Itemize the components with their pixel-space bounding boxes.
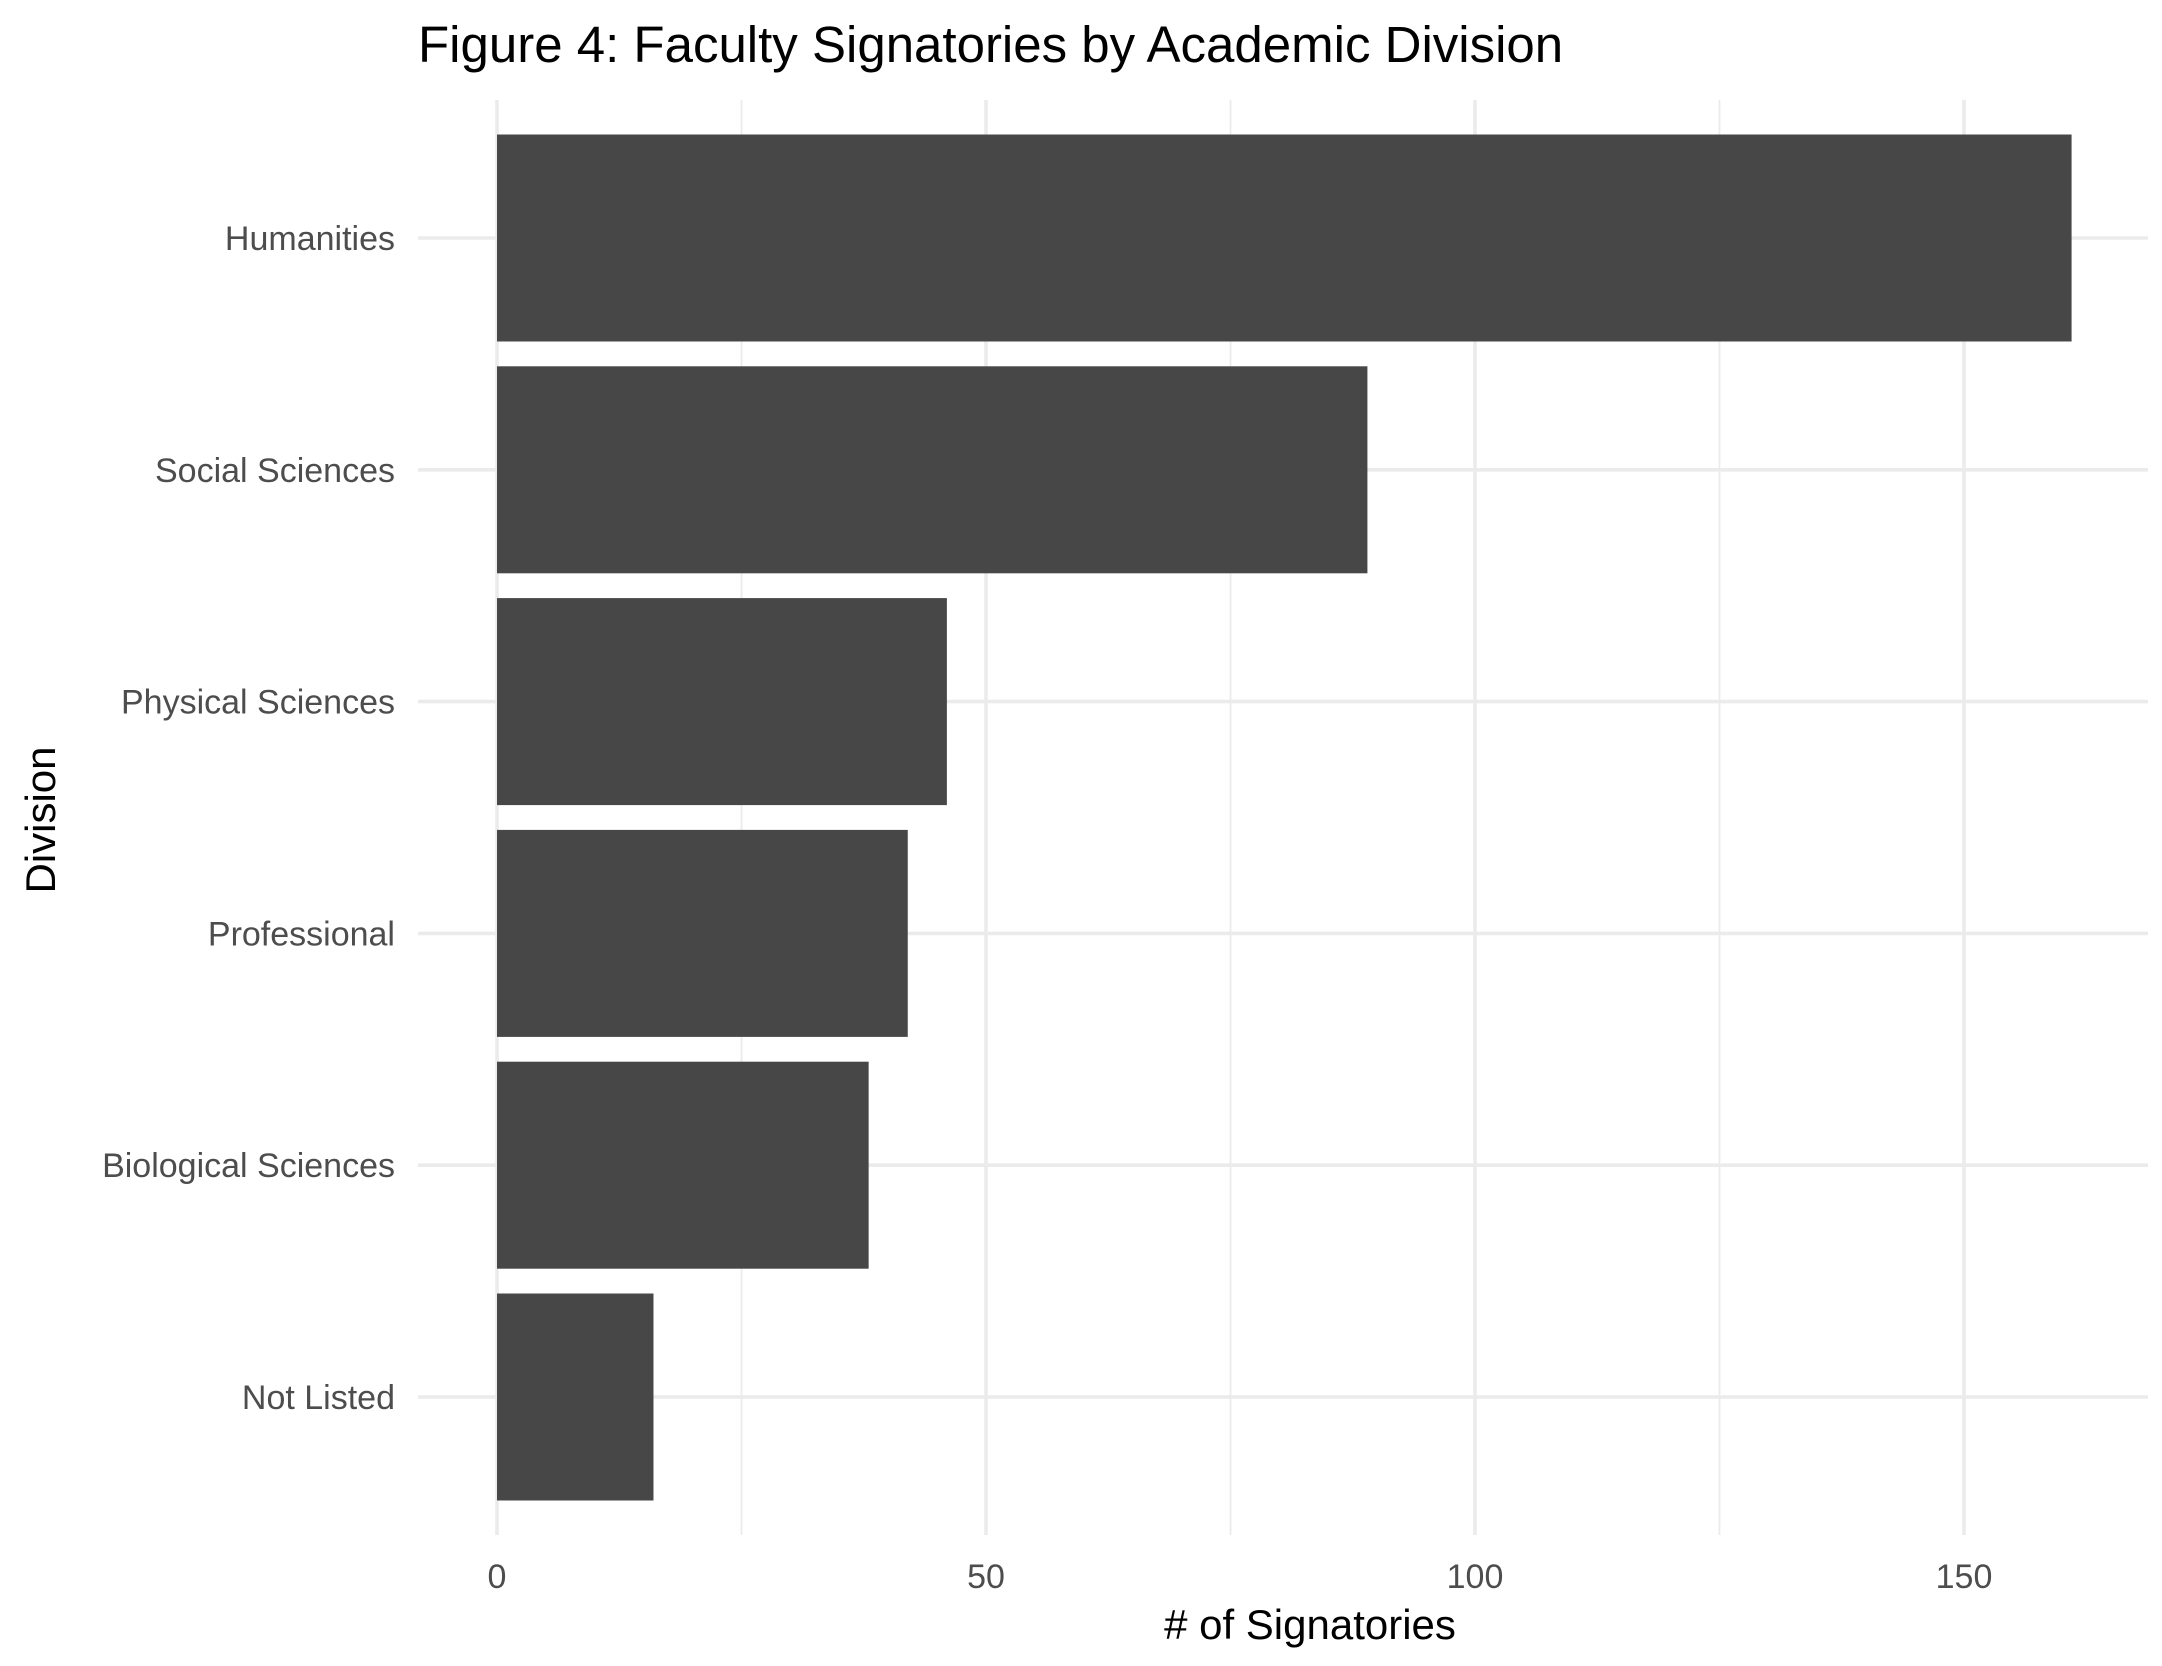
- x-axis-title: # of Signatories: [1164, 1601, 1456, 1648]
- y-tick-label-professional: Professional: [208, 915, 395, 953]
- y-tick-label-physical-sciences: Physical Sciences: [121, 684, 395, 722]
- bar-humanities: [497, 134, 2072, 342]
- bars: [497, 134, 2072, 1501]
- x-tick-label-100: 100: [1447, 1558, 1504, 1596]
- y-tick-label-social-sciences: Social Sciences: [155, 452, 395, 490]
- bar-physical-sciences: [497, 598, 947, 806]
- x-tick-label-50: 50: [967, 1558, 1005, 1596]
- y-axis-title: Division: [17, 746, 64, 893]
- y-tick-label-biological-sciences: Biological Sciences: [102, 1147, 395, 1185]
- y-tick-label-humanities: Humanities: [225, 220, 395, 258]
- y-tick-label-not-listed: Not Listed: [242, 1379, 395, 1417]
- x-tick-label-150: 150: [1936, 1558, 1993, 1596]
- x-axis-ticks: 0 50 100 150: [488, 1558, 1993, 1596]
- bar-not-listed: [497, 1293, 654, 1501]
- x-tick-label-0: 0: [488, 1558, 507, 1596]
- bar-social-sciences: [497, 366, 1368, 574]
- bar-biological-sciences: [497, 1061, 869, 1269]
- chart-title: Figure 4: Faculty Signatories by Academi…: [418, 16, 1563, 73]
- bar-professional: [497, 829, 908, 1037]
- y-axis-ticks: Humanities Social Sciences Physical Scienc…: [102, 220, 395, 1417]
